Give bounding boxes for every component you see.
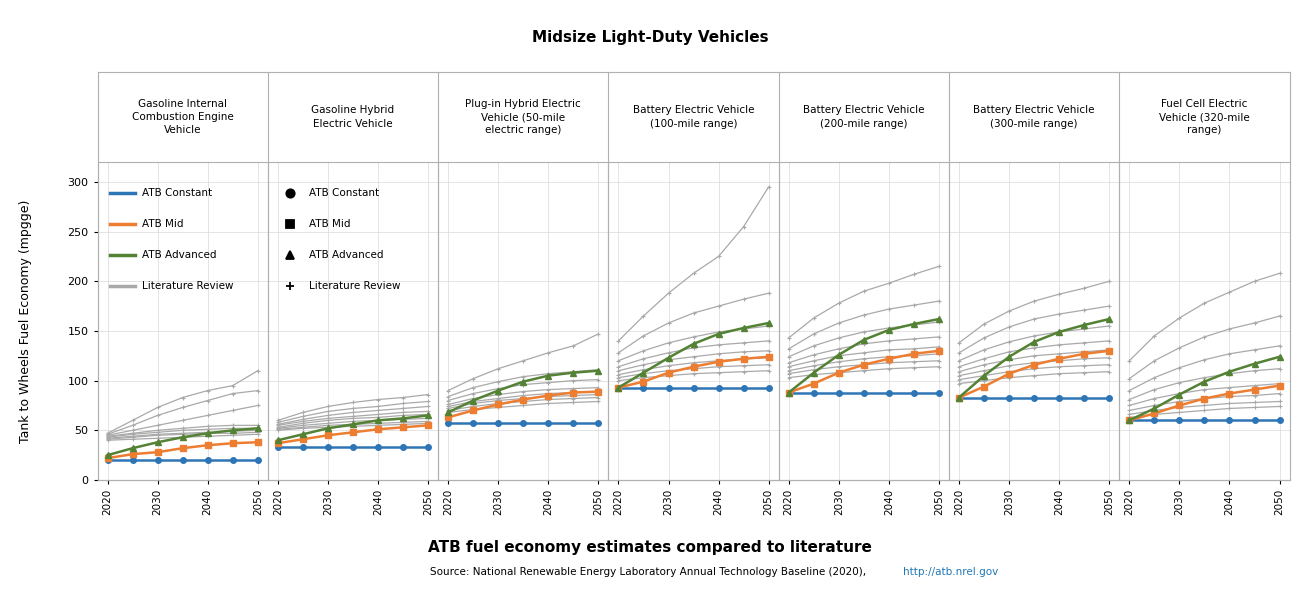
Text: Battery Electric Vehicle
(300-mile range): Battery Electric Vehicle (300-mile range…	[974, 106, 1095, 128]
Text: Literature Review: Literature Review	[309, 281, 400, 290]
Text: Literature Review: Literature Review	[142, 281, 233, 290]
Text: Plug-in Hybrid Electric
Vehicle (50-mile
electric range): Plug-in Hybrid Electric Vehicle (50-mile…	[465, 99, 581, 135]
Text: Gasoline Hybrid
Electric Vehicle: Gasoline Hybrid Electric Vehicle	[312, 106, 394, 128]
Text: ATB Advanced: ATB Advanced	[309, 250, 384, 260]
Text: ATB Mid: ATB Mid	[142, 219, 183, 229]
Text: ATB Constant: ATB Constant	[142, 188, 212, 198]
Text: Fuel Cell Electric
Vehicle (320-mile
range): Fuel Cell Electric Vehicle (320-mile ran…	[1160, 99, 1249, 135]
Text: ATB Constant: ATB Constant	[309, 188, 378, 198]
Text: Battery Electric Vehicle
(200-mile range): Battery Electric Vehicle (200-mile range…	[803, 106, 924, 128]
Text: Gasoline Internal
Combustion Engine
Vehicle: Gasoline Internal Combustion Engine Vehi…	[131, 99, 234, 135]
Text: ATB Mid: ATB Mid	[309, 219, 350, 229]
Text: ATB Advanced: ATB Advanced	[142, 250, 216, 260]
Text: Tank to Wheels Fuel Economy (mpgge): Tank to Wheels Fuel Economy (mpgge)	[20, 199, 32, 443]
Text: http://atb.nrel.gov: http://atb.nrel.gov	[903, 567, 998, 577]
Text: Source: National Renewable Energy Laboratory Annual Technology Baseline (2020),: Source: National Renewable Energy Labora…	[430, 567, 870, 577]
Text: Battery Electric Vehicle
(100-mile range): Battery Electric Vehicle (100-mile range…	[633, 106, 754, 128]
Text: Midsize Light-Duty Vehicles: Midsize Light-Duty Vehicles	[532, 30, 768, 45]
Text: ATB fuel economy estimates compared to literature: ATB fuel economy estimates compared to l…	[428, 540, 872, 555]
